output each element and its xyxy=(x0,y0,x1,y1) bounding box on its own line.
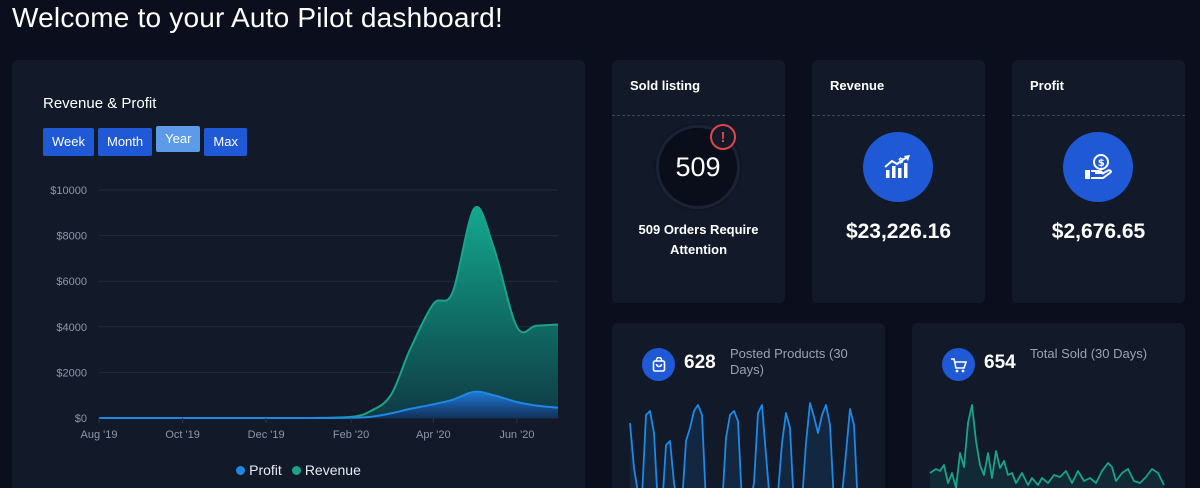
total-sold-sparkline xyxy=(929,404,1165,488)
posted-products-sparkline xyxy=(629,402,858,488)
posted-products-label: Posted Products (30 Days) xyxy=(730,346,848,377)
cart-icon xyxy=(942,348,975,381)
legend-dot-revenue xyxy=(291,465,301,475)
y-tick-label: $8000 xyxy=(56,231,87,243)
revenue-title: Revenue xyxy=(812,60,985,116)
legend-item-profit[interactable]: Profit xyxy=(236,462,282,478)
y-tick-label: $6000 xyxy=(56,276,87,288)
range-year-button[interactable]: Year xyxy=(156,126,201,152)
profit-card: Profit $ $2,676.65 xyxy=(1012,60,1185,303)
legend-dot-profit xyxy=(236,465,246,475)
total-sold-card: 654 Total Sold (30 Days) xyxy=(912,323,1185,488)
y-tick-label: $0 xyxy=(75,413,87,425)
series-area-revenue xyxy=(99,206,558,418)
profit-value: $2,676.65 xyxy=(1051,220,1146,243)
range-selector: Week Month Year Max xyxy=(43,126,247,156)
y-tick-label: $2000 xyxy=(56,367,87,379)
posted-products-count: 628 xyxy=(684,352,716,373)
revenue-value: $23,226.16 xyxy=(845,220,952,243)
sold-listing-card: Sold listing 509 ! 509 Orders Require At… xyxy=(612,60,785,303)
series-area-profit xyxy=(99,391,558,418)
money-hand-icon: $ xyxy=(1063,132,1133,202)
svg-text:$: $ xyxy=(1098,158,1105,169)
legend-label-profit: Profit xyxy=(249,462,282,478)
sold-count: 509 xyxy=(675,151,721,182)
range-week-button[interactable]: Week xyxy=(43,128,94,156)
range-month-button[interactable]: Month xyxy=(98,128,153,156)
total-sold-count: 654 xyxy=(984,352,1016,373)
sold-attention-message: 509 Orders Require Attention xyxy=(638,222,759,257)
legend-item-revenue[interactable]: Revenue xyxy=(291,462,361,478)
sparkline-line xyxy=(929,404,1165,488)
sold-listing-title: Sold listing xyxy=(612,60,785,116)
y-tick-label: $4000 xyxy=(56,322,87,334)
x-tick-label: Jun '20 xyxy=(499,429,534,441)
x-tick-label: Feb '20 xyxy=(333,429,369,441)
x-tick-label: Dec '19 xyxy=(248,429,285,441)
revenue-card: Revenue $ $23,226.16 xyxy=(812,60,985,303)
svg-text:$: $ xyxy=(898,156,904,165)
legend-label-revenue: Revenue xyxy=(304,462,361,478)
total-sold-label: Total Sold (30 Days) xyxy=(1030,346,1148,361)
shopping-bag-icon xyxy=(642,348,675,381)
chart-legend: Profit Revenue xyxy=(12,462,585,478)
profit-title: Profit xyxy=(1012,60,1185,116)
exclamation-icon[interactable]: ! xyxy=(710,124,736,150)
sparkline-area xyxy=(630,403,858,488)
posted-products-card: 628 Posted Products (30 Days) xyxy=(612,323,885,488)
range-max-button[interactable]: Max xyxy=(204,128,247,156)
x-tick-label: Aug '19 xyxy=(81,429,118,441)
revenue-profit-card: Revenue & Profit Week Month Year Max $0 $… xyxy=(12,60,585,488)
sparkline-line xyxy=(629,402,858,488)
x-tick-label: Apr '20 xyxy=(416,429,451,441)
series-line-profit xyxy=(99,390,559,419)
revenue-profit-chart: $0 $2000 $4000 $6000 $8000 $10000 Aug '19 Oct '… xyxy=(50,185,559,441)
revenue-profit-title: Revenue & Profit xyxy=(43,95,157,112)
page-title: Welcome to your Auto Pilot dashboard! xyxy=(12,2,503,33)
revenue-growth-icon: $ xyxy=(863,132,933,202)
y-tick-label: $10000 xyxy=(50,185,87,197)
x-tick-label: Oct '19 xyxy=(165,429,200,441)
